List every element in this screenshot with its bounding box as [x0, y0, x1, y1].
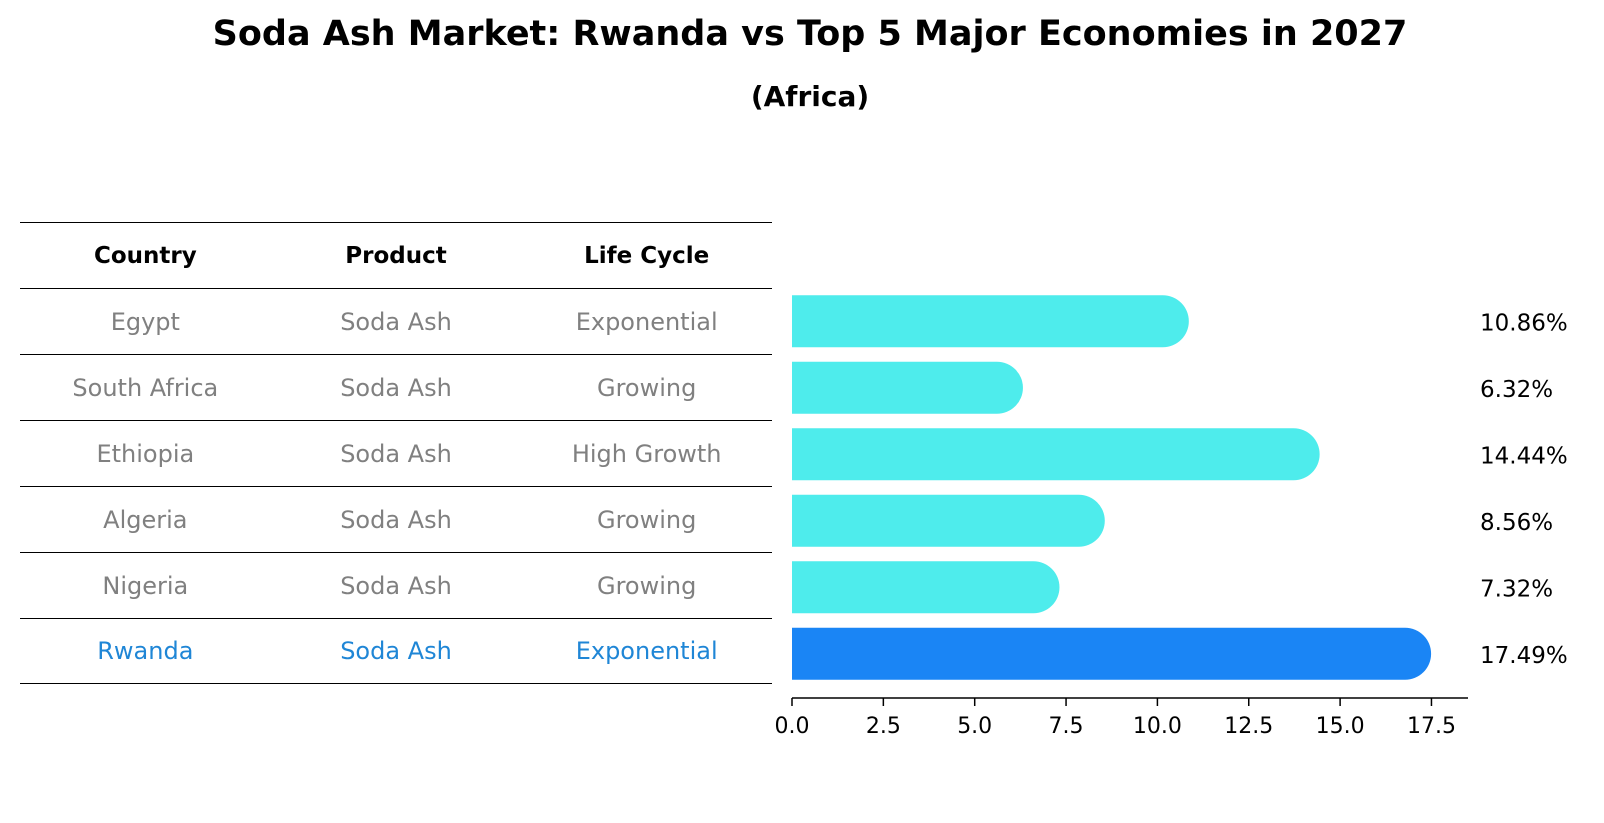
product-cell: Soda Ash — [340, 439, 452, 468]
life-cycle-cell: High Growth — [571, 439, 722, 468]
bar-south-africa — [792, 361, 1023, 414]
product-cell: Soda Ash — [340, 637, 452, 665]
value-label: 7.32% — [1480, 576, 1553, 602]
x-tick-label: 0.0 — [775, 714, 810, 739]
chart-title: Soda Ash Market: Rwanda vs Top 5 Major E… — [212, 14, 1408, 54]
bar-rwanda — [792, 627, 1432, 680]
life-cycle-cell: Exponential — [575, 307, 718, 336]
column-header-product: Product — [345, 242, 447, 269]
bar-egypt — [792, 295, 1189, 348]
x-tick-label: 7.5 — [1049, 714, 1084, 739]
table-row: Algeria Soda Ash Growing — [20, 486, 772, 552]
column-header-life-cycle: Life Cycle — [584, 242, 710, 269]
bar-ethiopia — [792, 428, 1320, 481]
country-cell: Ethiopia — [96, 439, 195, 468]
country-cell: Algeria — [103, 505, 188, 534]
bar-nigeria — [792, 561, 1060, 614]
x-tick-label: 5.0 — [957, 714, 992, 739]
bar-group — [792, 295, 1432, 680]
column-header-country: Country — [93, 242, 197, 269]
x-tick-label: 10.0 — [1133, 714, 1182, 739]
life-cycle-cell: Growing — [596, 373, 697, 402]
product-cell: Soda Ash — [340, 505, 452, 534]
country-cell: Nigeria — [102, 571, 189, 600]
x-tick-label: 12.5 — [1224, 714, 1273, 739]
life-cycle-cell: Exponential — [575, 637, 718, 665]
table-row: Egypt Soda Ash Exponential — [20, 288, 772, 354]
x-tick-label: 17.5 — [1407, 714, 1456, 739]
x-tick-label: 2.5 — [866, 714, 901, 739]
value-label: 10.86% — [1480, 310, 1568, 336]
life-cycle-cell: Growing — [596, 505, 697, 534]
value-label: 17.49% — [1480, 643, 1568, 669]
value-label: 6.32% — [1480, 377, 1553, 403]
table-row: Nigeria Soda Ash Growing — [20, 552, 772, 618]
value-label: 8.56% — [1480, 510, 1553, 536]
x-tick-label: 15.0 — [1316, 714, 1365, 739]
bar-algeria — [792, 494, 1105, 547]
country-cell: Rwanda — [97, 637, 194, 665]
country-cell: Egypt — [110, 307, 180, 336]
life-cycle-cell: Growing — [596, 571, 697, 600]
x-axis: 0.0 2.5 5.0 7.5 10.0 12.5 15.0 17.5 — [775, 697, 1468, 739]
value-label-group: 10.86% 6.32% 14.44% 8.56% 7.32% 17.49% — [1480, 310, 1568, 669]
product-cell: Soda Ash — [340, 571, 452, 600]
chart-subtitle: (Africa) — [750, 80, 870, 113]
data-table: Country Product Life Cycle Egypt Soda As… — [20, 222, 772, 684]
table-row-highlighted: Rwanda Soda Ash Exponential — [20, 618, 772, 684]
product-cell: Soda Ash — [340, 373, 452, 402]
table-row: Ethiopia Soda Ash High Growth — [20, 420, 772, 486]
value-label: 14.44% — [1480, 443, 1568, 469]
country-cell: South Africa — [72, 373, 219, 402]
table-row: South Africa Soda Ash Growing — [20, 354, 772, 420]
table-header-row: Country Product Life Cycle — [20, 222, 772, 288]
product-cell: Soda Ash — [340, 307, 452, 336]
